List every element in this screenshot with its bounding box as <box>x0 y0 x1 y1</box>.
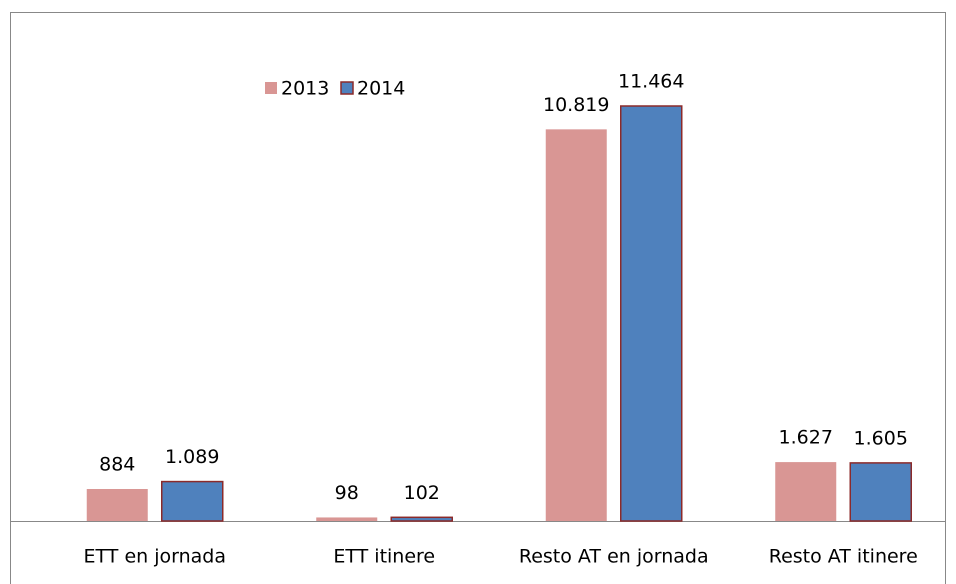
bar <box>545 129 607 521</box>
data-label: 10.819 <box>543 94 609 116</box>
x-tick-label: ETT itinere <box>333 546 435 568</box>
x-tick-label: Resto AT en jornada <box>519 546 709 568</box>
bar <box>849 462 912 522</box>
bar <box>620 105 683 522</box>
bar <box>86 488 148 521</box>
data-label: 11.464 <box>618 71 684 93</box>
bar <box>161 480 224 522</box>
bar <box>316 517 378 521</box>
data-label: 1.627 <box>779 427 833 449</box>
data-label: 98 <box>335 482 359 504</box>
legend-label: 2014 <box>357 78 405 100</box>
data-label: 1.089 <box>165 446 219 468</box>
data-label: 1.605 <box>854 427 908 449</box>
legend-label: 2013 <box>281 78 329 100</box>
legend-swatch <box>265 82 277 94</box>
bar <box>775 462 837 521</box>
bar <box>390 516 453 522</box>
legend-swatch <box>340 81 354 95</box>
data-label: 884 <box>99 453 135 475</box>
x-tick-label: Resto AT itinere <box>769 546 918 568</box>
data-label: 102 <box>404 482 440 504</box>
x-tick-label: ETT en jornada <box>84 546 226 568</box>
